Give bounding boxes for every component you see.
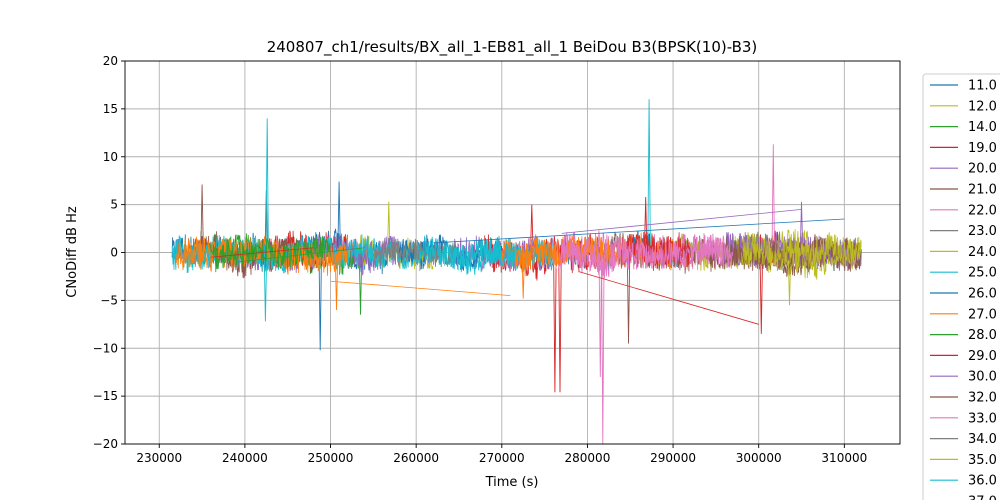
connector-line <box>561 209 802 234</box>
y-tick-label: 5 <box>110 198 118 212</box>
x-tick-label: 250000 <box>308 451 354 465</box>
series-28.0 <box>210 235 331 273</box>
legend-box <box>922 73 1000 500</box>
connector-line <box>210 247 314 258</box>
legend-label: 22.0 <box>968 203 997 218</box>
series-spike <box>626 252 631 344</box>
legend-label: 21.0 <box>968 183 997 198</box>
legend-label: 12.0 <box>968 99 997 114</box>
legend-label: 29.0 <box>968 349 997 364</box>
legend: 11.0 12.0 14.0 19.0 20.0 21.0 22.0 23.0 24.0 25.0… <box>922 73 1000 500</box>
legend-label: 19.0 <box>968 141 997 156</box>
series-line <box>741 232 862 272</box>
series-spike <box>643 196 648 253</box>
series-spike <box>387 201 391 253</box>
y-tick-label: 20 <box>103 54 118 68</box>
series-spike <box>771 144 775 253</box>
series-line <box>415 235 520 271</box>
connector-line <box>578 271 759 325</box>
legend-label: 30.0 <box>968 370 997 385</box>
x-tick-label: 280000 <box>565 451 611 465</box>
series-spike <box>799 201 804 253</box>
series-spike <box>337 181 341 253</box>
legend-label: 36.0 <box>968 474 997 489</box>
series-spike <box>200 184 204 253</box>
series-35.0 <box>741 232 862 272</box>
series-spike <box>598 252 603 378</box>
legend-label: 20.0 <box>968 162 997 177</box>
legend-label: 26.0 <box>968 287 997 302</box>
x-tick-label: 260000 <box>393 451 439 465</box>
y-tick-label: 15 <box>103 102 118 116</box>
connector-line <box>433 218 845 244</box>
legend-label: 27.0 <box>968 307 997 322</box>
connector-line <box>330 280 511 296</box>
series-spike <box>553 252 557 393</box>
legend-label: 32.0 <box>968 391 997 406</box>
series-spike <box>601 252 605 444</box>
series-36.0 <box>415 235 520 271</box>
legend-label: 35.0 <box>968 453 997 468</box>
legend-label: 28.0 <box>968 328 997 343</box>
series-spike <box>263 252 268 322</box>
series-spike <box>647 99 651 253</box>
x-axis: 230000 240000 250000 260000 270000 280000 2900… <box>136 444 867 465</box>
series-spike <box>318 252 322 351</box>
y-tick-label: −10 <box>93 341 118 355</box>
y-axis: −20 −15 −10 −5 0 5 10 15 20 <box>93 54 125 451</box>
x-tick-label: 240000 <box>222 451 268 465</box>
series-spike <box>787 252 792 306</box>
legend-label: 33.0 <box>968 411 997 426</box>
legend-label: 11.0 <box>968 79 997 94</box>
series-line <box>561 233 734 280</box>
x-tick-label: 230000 <box>136 451 182 465</box>
y-tick-label: −20 <box>93 437 118 451</box>
legend-label: 24.0 <box>968 245 997 260</box>
y-axis-label: CNoDiff dB Hz <box>65 206 80 298</box>
y-tick-label: −15 <box>93 389 118 403</box>
x-tick-label: 310000 <box>821 451 867 465</box>
series-spike <box>358 252 363 315</box>
series-33.0 <box>561 233 734 280</box>
legend-label: 14.0 <box>968 120 997 135</box>
x-tick-label: 300000 <box>736 451 782 465</box>
series-line <box>210 235 331 273</box>
legend-label: 25.0 <box>968 266 997 281</box>
series-spike <box>334 252 339 311</box>
x-tick-label: 270000 <box>479 451 525 465</box>
y-tick-label: 0 <box>110 246 118 260</box>
series-layer <box>171 99 862 444</box>
legend-label: 34.0 <box>968 432 997 447</box>
series-spike <box>759 252 764 334</box>
series-spike <box>521 252 525 299</box>
connector-line <box>236 247 365 263</box>
x-tick-label: 290000 <box>650 451 696 465</box>
series-spike <box>558 252 562 393</box>
y-tick-label: 10 <box>103 150 118 164</box>
y-tick-label: −5 <box>100 293 118 307</box>
legend-label: 23.0 <box>968 224 997 239</box>
x-axis-label: Time (s) <box>485 475 539 490</box>
series-spike <box>530 204 534 253</box>
legend-label: 37.0 <box>968 495 997 500</box>
chart-title: 240807_ch1/results/BX_all_1-EB81_all_1 B… <box>267 38 758 57</box>
series-spike <box>265 118 269 253</box>
